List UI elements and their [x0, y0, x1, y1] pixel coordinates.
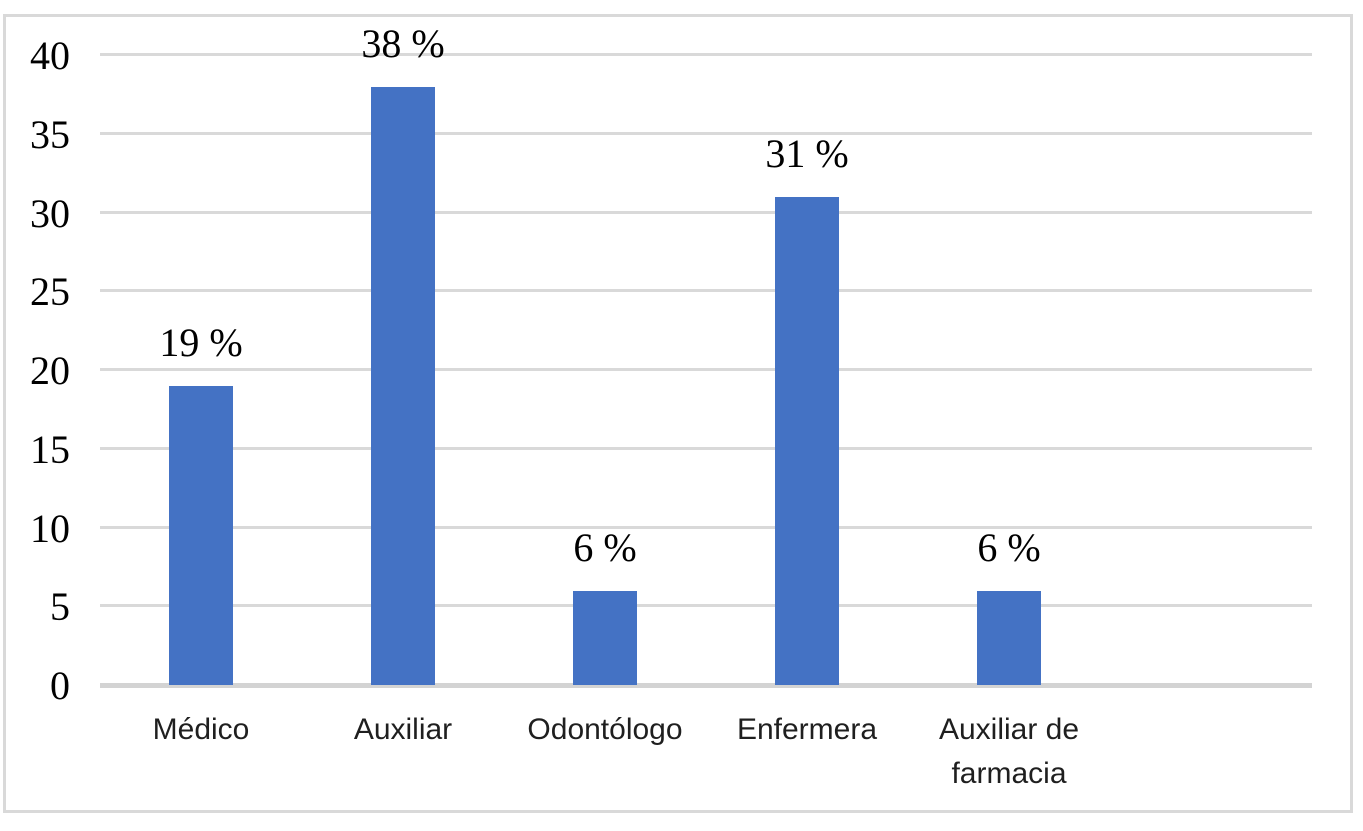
gridline — [100, 53, 1312, 56]
x-axis-category-label: Enfermera — [736, 713, 878, 746]
y-axis-tick-label: 30 — [30, 190, 70, 236]
y-axis-tick-label: 5 — [50, 584, 70, 630]
bar-value-label: 6 % — [573, 524, 637, 570]
y-axis-tick-label: 15 — [30, 426, 70, 472]
bar-value-label: 19 % — [159, 319, 243, 365]
gridline — [100, 210, 1312, 214]
y-axis-tick-label: 35 — [30, 111, 70, 157]
gridline — [100, 525, 1312, 529]
x-axis-category-label: Auxiliar — [353, 713, 453, 746]
y-axis-tick-label: 40 — [30, 33, 70, 78]
x-axis-category-label: Médico — [152, 713, 250, 746]
bar-auxiliar — [371, 86, 435, 685]
y-axis-tick-label: 25 — [30, 269, 70, 315]
y-axis-tick-label: 0 — [50, 663, 70, 708]
bar-odontólogo — [573, 590, 637, 685]
bar-value-label: 31 % — [765, 130, 849, 176]
gridline — [100, 131, 1312, 135]
gridline — [100, 604, 1312, 608]
bar-value-label: 6 % — [977, 524, 1041, 570]
gridline — [100, 368, 1312, 371]
y-axis-tick-label: 20 — [30, 348, 70, 393]
bar-médico — [169, 385, 233, 685]
x-axis-category-label: Auxiliar de farmacia — [938, 713, 1080, 790]
gridline — [100, 289, 1312, 293]
bar-auxiliar-de-farmacia — [977, 590, 1041, 685]
bar-value-label: 38 % — [361, 20, 445, 66]
x-axis-line — [100, 683, 1312, 688]
bar-enfermera — [775, 196, 839, 685]
y-axis-tick-label: 10 — [30, 505, 70, 551]
gridline — [100, 446, 1312, 450]
x-axis-category-label: Odontólogo — [527, 713, 683, 746]
